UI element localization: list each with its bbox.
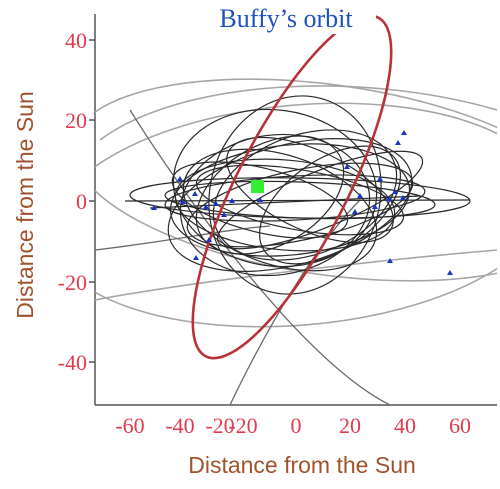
x-tick-label: -20 [205, 413, 234, 438]
x-tick-labels: -60 -40 -20 -20 0 20 40 60 [115, 413, 471, 438]
plot-title: Buffy’s orbit [219, 4, 353, 33]
medium-orbits [95, 109, 391, 405]
object-marker [447, 270, 453, 275]
y-tick-labels: 40 20 0 -20 -40 [58, 28, 87, 375]
x-tick-label: 20 [339, 413, 361, 438]
x-tick-label: -60 [115, 413, 144, 438]
object-marker [193, 255, 199, 260]
object-marker [229, 198, 235, 203]
y-tick-label: -20 [58, 270, 87, 295]
object-marker [221, 212, 227, 217]
object-marker [395, 140, 401, 145]
object-marker [372, 204, 378, 209]
object-marker [213, 201, 219, 206]
object-marker [400, 195, 406, 200]
object-marker [387, 258, 393, 263]
x-tick-label: -40 [165, 413, 194, 438]
y-tick-label: 20 [65, 108, 87, 133]
object-marker [203, 204, 209, 209]
object-marker [401, 130, 407, 135]
object-marker [352, 209, 358, 214]
object-marker [386, 196, 392, 201]
object-marker [177, 176, 183, 181]
object-marker [357, 193, 363, 198]
x-tick-label: 60 [449, 413, 471, 438]
title-background [196, 0, 376, 34]
object-marker [206, 237, 212, 242]
object-marker [192, 191, 198, 196]
y-axis-title: Distance from the Sun [12, 91, 38, 319]
object-marker [377, 176, 383, 181]
x-tick-label: -20 [228, 413, 257, 438]
y-tick-label: 40 [65, 28, 87, 53]
object-marker [344, 164, 350, 169]
buffy-marker [251, 180, 264, 193]
x-tick-label: 40 [394, 413, 416, 438]
object-marker [392, 189, 398, 194]
object-marker [180, 199, 186, 204]
y-tick-label: -40 [58, 350, 87, 375]
y-tick-label: 0 [76, 189, 87, 214]
x-axis-title: Distance from the Sun [188, 452, 416, 478]
object-orbits [124, 95, 471, 295]
y-tick-marks [89, 39, 95, 363]
objects [151, 130, 453, 275]
buffy-orbit [191, 14, 393, 360]
object-marker [151, 205, 157, 210]
x-tick-label: 0 [291, 413, 302, 438]
object-marker [257, 197, 263, 202]
faint-orbits [95, 78, 497, 328]
